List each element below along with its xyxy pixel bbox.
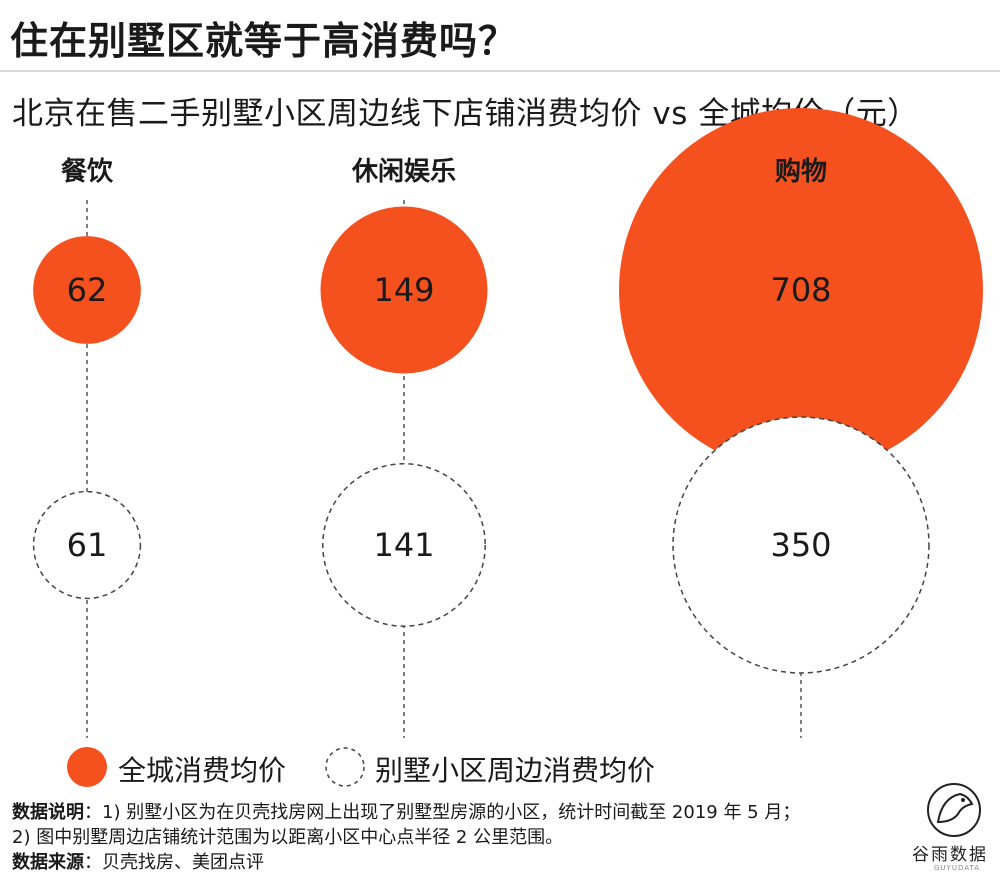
brand-logo: 谷雨数据 GUYUDATA <box>912 778 998 878</box>
city-average-bubble <box>33 236 141 344</box>
notes-line-1: ：1) 别墅小区为在贝壳找房网上出现了别墅型房源的小区，统计时间截至 2019 … <box>84 802 801 823</box>
bird-icon <box>927 783 981 837</box>
notes-line-2: 2) 图中别墅周边店铺统计范围为以距离小区中心点半径 2 公里范围。 <box>12 827 564 848</box>
legend-near-label: 别墅小区周边消费均价 <box>375 754 656 787</box>
city-average-bubble <box>619 108 983 472</box>
category-label: 餐饮 <box>61 157 114 187</box>
villa-average-bubble <box>32 490 142 600</box>
city-value-label: 708 <box>770 271 831 309</box>
city-value-label: 149 <box>373 271 434 309</box>
notes-label-description: 数据说明 <box>12 802 84 823</box>
category-label: 休闲娱乐 <box>351 157 456 187</box>
legend-near-marker <box>325 747 365 787</box>
notes-row-1: 数据说明：1) 别墅小区为在贝壳找房网上出现了别墅型房源的小区，统计时间截至 2… <box>12 800 912 825</box>
notes-line-3: ：贝壳找房、美团点评 <box>84 852 264 873</box>
villa-value-label: 350 <box>770 526 831 564</box>
villa-value-label: 61 <box>67 526 108 564</box>
legend-city-label: 全城消费均价 <box>118 754 287 787</box>
villa-average-bubble <box>322 463 486 627</box>
city-value-label: 62 <box>67 271 108 309</box>
logo-subtext: GUYUDATA <box>934 864 980 872</box>
city-average-bubble <box>320 206 488 374</box>
page-title: 住在别墅区就等于高消费吗？ <box>10 19 518 63</box>
category-label: 购物 <box>775 157 827 187</box>
notes-label-source: 数据来源 <box>12 852 84 873</box>
legend-city-marker <box>67 747 107 787</box>
title-divider <box>0 70 1000 72</box>
data-notes: 数据说明：1) 别墅小区为在贝壳找房网上出现了别墅型房源的小区，统计时间截至 2… <box>12 800 912 875</box>
logo-name: 谷雨数据 <box>912 845 988 865</box>
notes-row-3: 数据来源：贝壳找房、美团点评 <box>12 850 912 875</box>
villa-average-bubble <box>672 416 930 674</box>
villa-value-label: 141 <box>373 526 434 564</box>
